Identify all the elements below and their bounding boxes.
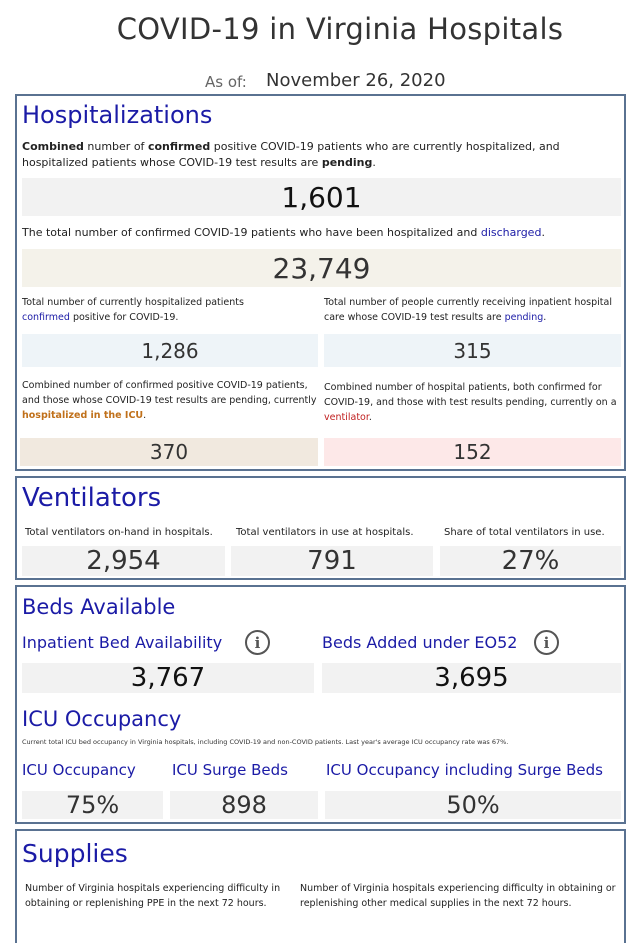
icu-occupancy-label: ICU Occupancy — [22, 761, 136, 779]
vent-share-value: 27% — [440, 546, 621, 576]
eo52-label: Beds Added under EO52 — [322, 633, 518, 652]
info-icon[interactable]: i — [534, 630, 559, 655]
vent-onhand-value: 2,954 — [22, 546, 225, 576]
icu-surge-value: 898 — [170, 791, 318, 819]
icu-surge-label: ICU Surge Beds — [172, 761, 288, 779]
vent-inuse-label: Total ventilators in use at hospitals. — [236, 527, 414, 538]
inpatient-label: Inpatient Bed Availability — [22, 633, 223, 652]
icu-occupancy-value: 75% — [22, 791, 163, 819]
hospitalizations-heading: Hospitalizations — [22, 101, 213, 129]
icu-value: 370 — [20, 438, 318, 466]
icu-surge-occupancy-value: 50% — [325, 791, 621, 819]
icu-description: Combined number of confirmed positive CO… — [22, 380, 317, 421]
page-title: COVID-19 in Virginia Hospitals — [116, 12, 564, 46]
confirmed-value: 1,286 — [22, 334, 318, 367]
combined-description: Combined number of confirmed positive CO… — [22, 140, 560, 169]
inpatient-value: 3,767 — [22, 663, 314, 693]
discharged-description: The total number of confirmed COVID-19 p… — [22, 226, 545, 239]
supplies-panel: Supplies Number of Virginia hospitals ex… — [15, 829, 626, 943]
beds-panel: Beds Available Inpatient Bed Availabilit… — [15, 585, 626, 824]
ppe-description: Number of Virginia hospitals experiencin… — [25, 883, 281, 909]
as-of-date: November 26, 2020 — [266, 70, 446, 91]
discharged-value: 23,749 — [22, 249, 621, 287]
ventilators-panel: Ventilators Total ventilators on-hand in… — [15, 476, 626, 580]
other-supplies-description: Number of Virginia hospitals experiencin… — [300, 883, 616, 909]
vent-inuse-value: 791 — [231, 546, 433, 576]
ventilator-description: Combined number of hospital patients, bo… — [324, 382, 617, 423]
vent-share-label: Share of total ventilators in use. — [444, 527, 605, 538]
icu-occupancy-heading: ICU Occupancy — [22, 707, 182, 731]
vent-onhand-label: Total ventilators on-hand in hospitals. — [25, 527, 213, 538]
confirmed-description: Total number of currently hospitalized p… — [22, 297, 244, 323]
as-of-label: As of: — [205, 73, 247, 91]
supplies-heading: Supplies — [22, 839, 128, 868]
ventilators-heading: Ventilators — [22, 483, 162, 513]
combined-hospitalized-value: 1,601 — [22, 178, 621, 216]
icu-occupancy-note: Current total ICU bed occupancy in Virgi… — [22, 738, 509, 746]
hospitalizations-panel: Hospitalizations Combined number of conf… — [15, 94, 626, 471]
ventilator-value: 152 — [324, 438, 621, 466]
beds-heading: Beds Available — [22, 595, 176, 619]
eo52-value: 3,695 — [322, 663, 621, 693]
pending-description: Total number of people currently receivi… — [324, 297, 612, 323]
pending-value: 315 — [324, 334, 621, 367]
icu-surge-occupancy-label: ICU Occupancy including Surge Beds — [326, 761, 603, 779]
info-icon[interactable]: i — [245, 630, 270, 655]
